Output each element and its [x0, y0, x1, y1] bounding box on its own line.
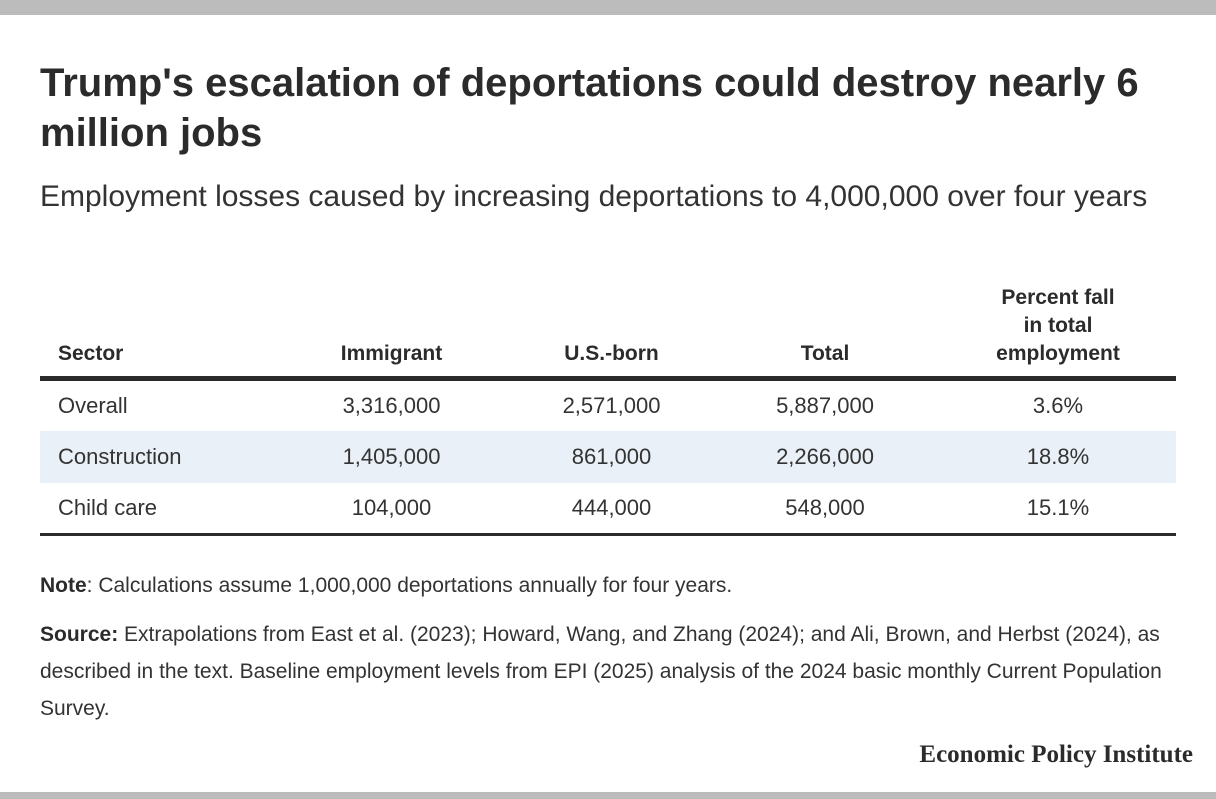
chart-subtitle: Employment losses caused by increasing d… [40, 180, 1148, 213]
cell-total: 5,887,000 [776, 392, 874, 418]
cell-percent: 18.8% [1026, 443, 1090, 469]
chart-title: Trump's escalation of deportations could… [40, 61, 1139, 155]
header-percent-line-1: Percent fall [1001, 286, 1115, 309]
cell-us-born: 444,000 [571, 494, 652, 520]
cell-total: 2,266,000 [776, 443, 874, 469]
source-text: Extrapolations from East et al. (2023); … [40, 623, 1162, 720]
table-header: Sector Immigrant U.S.-born Total Percent… [40, 284, 1176, 379]
cell-us-born: 2,571,000 [562, 392, 661, 418]
header-percent-line-2: in total [1023, 314, 1093, 337]
cell-percent: 15.1% [1026, 494, 1090, 520]
data-table-container: Sector Immigrant U.S.-born Total Percent… [40, 284, 1176, 536]
table-header-row: Sector Immigrant U.S.-born Total Percent… [40, 284, 1176, 379]
header-total: Total [800, 342, 850, 365]
cell-sector: Construction [58, 443, 182, 469]
cell-sector: Overall [58, 392, 128, 418]
top-frame-bar [0, 0, 1216, 15]
note-label: Note [40, 574, 87, 597]
table-body: Overall 3,316,000 2,571,000 5,887,000 3.… [40, 379, 1176, 535]
header-sector: Sector [58, 342, 124, 365]
cell-percent: 3.6% [1032, 392, 1084, 418]
table-row: Construction 1,405,000 861,000 2,266,000… [40, 430, 1176, 483]
header-us-born: U.S.-born [564, 342, 659, 365]
bottom-frame-bar [0, 792, 1216, 799]
cell-us-born: 861,000 [571, 443, 652, 469]
data-table: Sector Immigrant U.S.-born Total Percent… [40, 284, 1176, 536]
chart-note: Note: Calculations assume 1,000,000 depo… [40, 570, 1180, 602]
header-immigrant: Immigrant [340, 342, 443, 365]
chart-source: Source: Extrapolations from East et al. … [40, 616, 1180, 727]
brand-logo: Economic Policy Institute [919, 741, 1193, 768]
cell-immigrant: 1,405,000 [342, 443, 441, 469]
header-percent-fall: Percent fall in total employment [940, 284, 1176, 379]
table-row: Child care 104,000 444,000 548,000 15.1% [40, 483, 1176, 535]
note-text: : Calculations assume 1,000,000 deportat… [86, 574, 733, 597]
cell-immigrant: 104,000 [351, 494, 432, 520]
cell-total: 548,000 [785, 494, 865, 520]
source-label: Source: [40, 623, 119, 646]
cell-immigrant: 3,316,000 [342, 392, 441, 418]
header-percent-line-3: employment [996, 342, 1120, 365]
cell-sector: Child care [58, 494, 158, 520]
table-row: Overall 3,316,000 2,571,000 5,887,000 3.… [40, 379, 1176, 431]
